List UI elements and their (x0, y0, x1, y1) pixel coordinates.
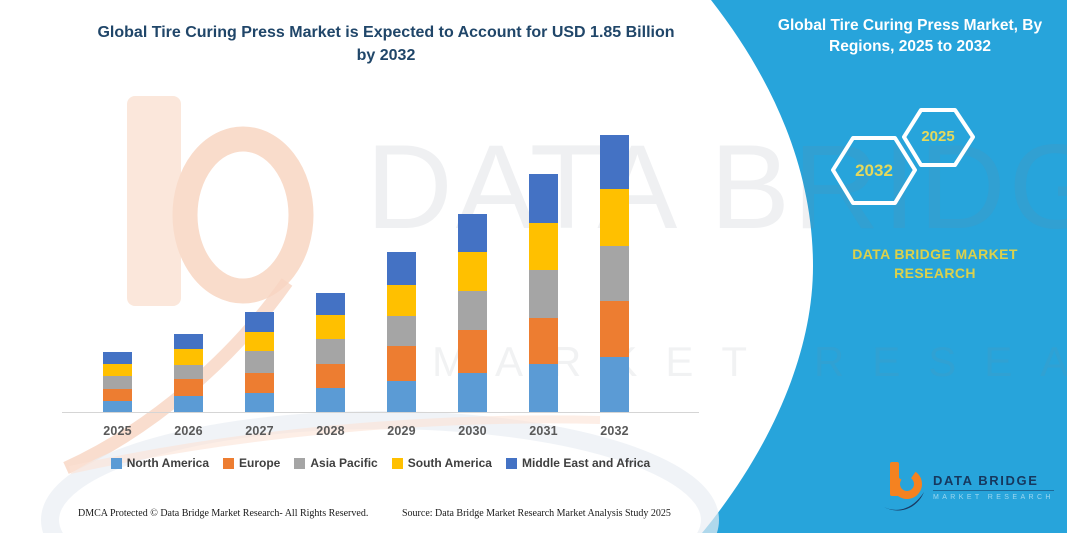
hexagon-year-2025: 2025 (921, 128, 955, 145)
bar-segment-2025-north-america (103, 400, 132, 413)
right-panel-title: Global Tire Curing Press Market, By Regi… (760, 15, 1060, 57)
bar-segment-2028-north-america (316, 388, 345, 412)
bar-segment-2027-europe (245, 373, 274, 394)
chart-title: Global Tire Curing Press Market is Expec… (70, 21, 702, 67)
legend-swatch-asia-pacific (294, 457, 306, 469)
chart-title-line2: by 2032 (356, 47, 416, 64)
right-panel-title-line1: Global Tire Curing Press Market, By (777, 17, 1043, 34)
legend-item-middle-east-and-africa: Middle East and Africa (505, 456, 651, 470)
brand-line2: RESEARCH (894, 265, 976, 281)
bar-segment-2025-middle-east-and-africa (103, 352, 132, 364)
bar-segment-2029-middle-east-and-africa (387, 252, 416, 286)
x-axis-line (62, 412, 699, 413)
bar-segment-2025-south-america (103, 364, 132, 376)
data-bridge-b-icon (884, 462, 924, 511)
chart-title-line1: Global Tire Curing Press Market is Expec… (97, 24, 675, 41)
bar-segment-2026-europe (174, 379, 203, 397)
bar-segment-2027-middle-east-and-africa (245, 312, 274, 332)
bar-segment-2032-middle-east-and-africa (600, 134, 629, 189)
footer-dmca-text: DMCA Protected © Data Bridge Market Rese… (78, 508, 369, 519)
bar-segment-2027-asia-pacific (245, 350, 274, 373)
bar-segment-2028-south-america (316, 315, 345, 340)
x-axis-label-2031: 2031 (529, 424, 558, 438)
legend-swatch-europe (223, 457, 235, 469)
bar-segment-2032-europe (600, 301, 629, 357)
bar-segment-2031-south-america (529, 223, 558, 270)
legend-item-europe: Europe (223, 456, 280, 470)
legend-item-asia-pacific: Asia Pacific (294, 456, 378, 470)
bar-segment-2026-middle-east-and-africa (174, 334, 203, 349)
footer-source-text: Source: Data Bridge Market Research Mark… (402, 508, 671, 519)
legend-label-asia-pacific: Asia Pacific (310, 456, 378, 470)
data-bridge-logo: DATA BRIDGE MARKET RESEARCH (884, 462, 1054, 512)
right-panel-title-line2: Regions, 2025 to 2032 (829, 38, 991, 55)
bar-segment-2030-south-america (458, 251, 487, 292)
bar-segment-2030-asia-pacific (458, 291, 487, 330)
legend-item-north-america: North America (110, 456, 210, 470)
bar-segment-2027-north-america (245, 393, 274, 413)
x-axis-label-2029: 2029 (387, 424, 416, 438)
logo-name: DATA BRIDGE (933, 473, 1054, 491)
hexagon-2025-outline-icon (902, 108, 975, 167)
bar-segment-2030-europe (458, 329, 487, 373)
brand-wordmark: DATA BRIDGE MARKET RESEARCH (800, 245, 1067, 283)
x-axis-label-2026: 2026 (174, 424, 203, 438)
bar-segment-2032-north-america (600, 356, 629, 412)
legend-label-north-america: North America (126, 456, 210, 470)
brand-line1: DATA BRIDGE MARKET (852, 246, 1018, 262)
bar-segment-2032-south-america (600, 188, 629, 246)
bar-segment-2031-north-america (529, 364, 558, 412)
bar-segment-2029-asia-pacific (387, 316, 416, 346)
bar-segment-2029-europe (387, 346, 416, 381)
bar-segment-2027-south-america (245, 331, 274, 351)
legend-swatch-middle-east-and-africa (505, 457, 517, 469)
bar-segment-2026-asia-pacific (174, 364, 203, 380)
hexagon-2032-outline-icon (831, 136, 917, 205)
bar-segment-2028-asia-pacific (316, 339, 345, 365)
legend-label-europe: Europe (239, 456, 281, 470)
legend-label-middle-east-and-africa: Middle East and Africa (521, 456, 651, 470)
hexagon-year-2032: 2032 (855, 161, 893, 180)
x-axis-label-2027: 2027 (245, 424, 274, 438)
bar-segment-2025-europe (103, 388, 132, 401)
bar-segment-2029-north-america (387, 380, 416, 412)
legend-swatch-south-america (391, 457, 403, 469)
logo-text: DATA BRIDGE MARKET RESEARCH (933, 462, 1054, 501)
bar-segment-2031-europe (529, 317, 558, 364)
bar-segment-2026-north-america (174, 396, 203, 413)
bar-segment-2032-asia-pacific (600, 245, 629, 301)
bar-segment-2031-asia-pacific (529, 269, 558, 318)
chart-legend: North America Europe Asia Pacific South Ame… (62, 456, 699, 470)
bar-segment-2026-south-america (174, 349, 203, 365)
bar-segment-2028-middle-east-and-africa (316, 292, 345, 316)
bar-segment-2030-north-america (458, 373, 487, 412)
bar-segment-2031-middle-east-and-africa (529, 173, 558, 223)
logo-subtitle: MARKET RESEARCH (933, 494, 1054, 501)
blue-panel-shape (702, 0, 1067, 533)
legend-swatch-north-america (110, 457, 122, 469)
bar-segment-2028-europe (316, 364, 345, 388)
legend-item-south-america: South America (391, 456, 492, 470)
x-axis-label-2025: 2025 (103, 424, 132, 438)
x-axis-label-2032: 2032 (600, 424, 629, 438)
bar-segment-2030-middle-east-and-africa (458, 214, 487, 252)
legend-label-south-america: South America (407, 456, 492, 470)
bar-segment-2025-asia-pacific (103, 376, 132, 389)
x-axis-label-2028: 2028 (316, 424, 345, 438)
bar-segment-2029-south-america (387, 285, 416, 317)
x-axis-label-2030: 2030 (458, 424, 487, 438)
